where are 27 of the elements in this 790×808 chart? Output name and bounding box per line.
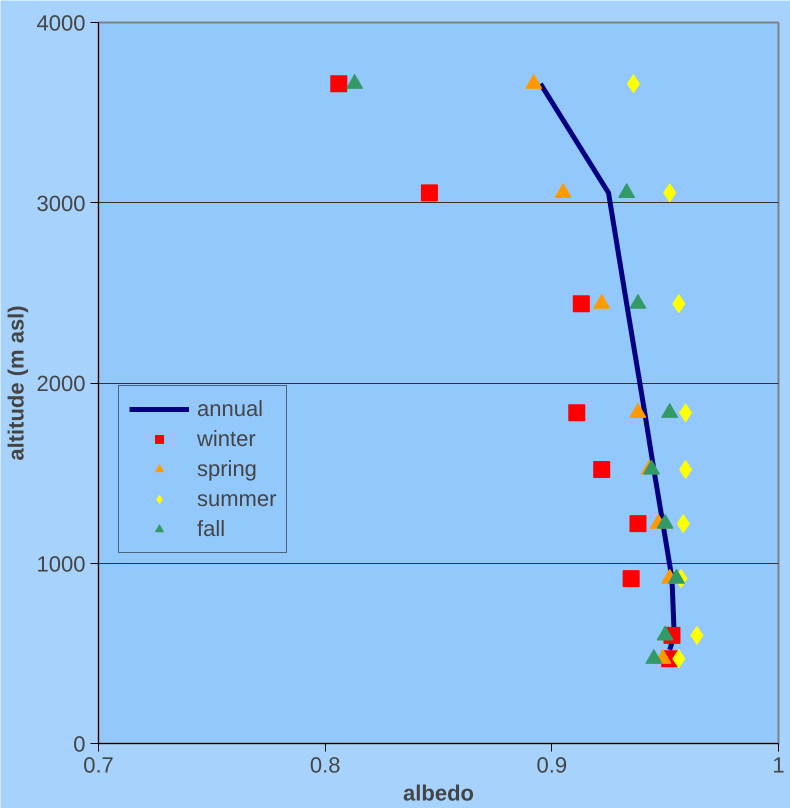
- point: [629, 515, 646, 532]
- y-tick-label: 4000: [36, 10, 86, 36]
- x-tick-label: 1: [772, 752, 785, 778]
- point: [593, 461, 610, 478]
- x-axis-title: albedo: [403, 780, 474, 806]
- legend-label: winter: [197, 426, 256, 452]
- y-tick-label: 3000: [36, 190, 86, 216]
- point: [346, 74, 364, 89]
- legend-label: summer: [197, 486, 276, 512]
- x-tick-label: 0.7: [83, 752, 114, 778]
- legend-label: annual: [197, 396, 264, 422]
- legend-label: fall: [197, 516, 226, 542]
- point: [525, 74, 542, 89]
- y-tick-label: 1000: [36, 551, 86, 576]
- point: [622, 570, 640, 588]
- point: [572, 295, 590, 312]
- point: [568, 404, 586, 422]
- point: [554, 183, 572, 198]
- x-tick-label: 0.8: [310, 752, 340, 778]
- point: [420, 184, 438, 202]
- point: [618, 183, 636, 198]
- y-tick-label: 2000: [36, 371, 86, 396]
- y-axis-title: altitude (m asl): [4, 305, 29, 461]
- x-tick-label: 0.9: [536, 752, 568, 778]
- point: [330, 75, 348, 92]
- legend-label: spring: [197, 456, 257, 482]
- y-tick-label: 0: [73, 732, 86, 756]
